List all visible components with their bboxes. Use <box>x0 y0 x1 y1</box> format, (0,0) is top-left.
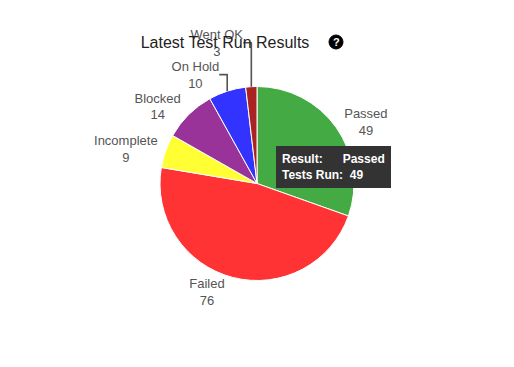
svg-text:Blocked14: Blocked14 <box>135 91 181 123</box>
svg-text:Passed49: Passed49 <box>344 106 387 138</box>
svg-text:Incomplete9: Incomplete9 <box>94 133 158 165</box>
svg-text:?: ? <box>333 36 340 48</box>
svg-text:Latest Test Run Results: Latest Test Run Results <box>141 34 310 51</box>
svg-text:Result: PassedTests Run:: Result: PassedTests Run: 49 <box>282 152 385 182</box>
svg-text:Went OK3: Went OK3 <box>191 27 244 59</box>
svg-text:Failed76: Failed76 <box>189 276 224 308</box>
svg-text:On Hold10: On Hold10 <box>172 59 220 91</box>
